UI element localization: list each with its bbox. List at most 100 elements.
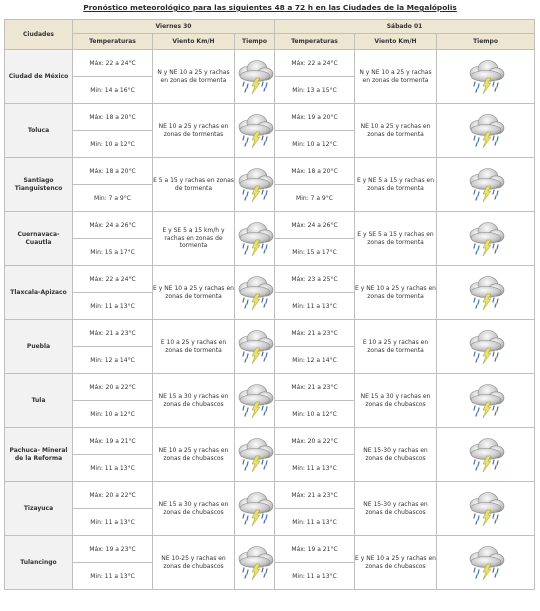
storm-cloud-icon: [466, 491, 506, 527]
min-temperature: Min: 11 a 13°C: [72, 454, 153, 482]
storm-cloud-icon: [235, 491, 275, 527]
table-row: Tlaxcala-Apizaco Máx: 22 a 24°C E y NE 10 …: [4, 265, 536, 320]
min-temperature: Min: 11 a 13°C: [274, 454, 355, 482]
storm-cloud-icon: [466, 167, 506, 203]
table-row: Min: 7 a 9°C Min: 7 a 9°C: [5, 184, 535, 212]
wind-forecast: E y SE 5 a 15 km/h y rachas en zonas de …: [152, 211, 235, 266]
wind-header: Viento Km/H: [354, 33, 437, 50]
temperatures-header: Temperaturas: [72, 33, 153, 50]
city-name: Ciudad de México: [4, 49, 73, 104]
weather-cell: [234, 481, 275, 536]
weather-header: Tiempo: [435, 33, 536, 50]
storm-cloud-icon: [466, 383, 506, 419]
table-row: Min: 11 a 13°C Min: 11 a 13°C: [5, 292, 535, 320]
weather-cell: [234, 319, 275, 374]
wind-forecast: E y NE 10 a 25 y rachas en zonas de torm…: [354, 265, 437, 320]
weather-cell: [234, 427, 275, 482]
min-temperature: Min: 11 a 13°C: [72, 508, 153, 536]
table-row: Pachuca- Mineral de la Reforma Máx: 19 a …: [4, 427, 536, 482]
city-name: Toluca: [4, 103, 73, 158]
day2-header: Sábado 01: [273, 19, 536, 34]
city-name: Cuernavaca-Cuautla: [4, 211, 73, 266]
wind-forecast: N y NE 10 a 25 y rachas en zonas de torm…: [354, 49, 437, 104]
city-name: Tlaxcala-Apizaco: [4, 265, 73, 320]
max-temperature: Máx: 21 a 23°C: [274, 319, 355, 347]
storm-cloud-icon: [466, 221, 506, 257]
weather-header: Tiempo: [234, 33, 275, 50]
weather-cell: [435, 319, 536, 374]
forecast-table: Ciudades Viernes 30 Sábado 01 Temperatur…: [4, 19, 536, 590]
min-temperature: Min: 11 a 13°C: [72, 562, 153, 590]
min-temperature: Min: 11 a 13°C: [274, 562, 355, 590]
page-title: Pronóstico meteorológico para las siguie…: [83, 3, 457, 12]
wind-forecast: NE 10 a 25 y rachas en zonas de tormenta: [354, 103, 437, 158]
storm-cloud-icon: [466, 59, 506, 95]
wind-forecast: NE 10-25 y rachas en zonas de chubascos: [152, 535, 235, 590]
day1-header: Viernes 30: [72, 19, 275, 34]
storm-cloud-icon: [235, 437, 275, 473]
city-name: Tulancingo: [4, 535, 73, 590]
max-temperature: Máx: 19 a 21°C: [72, 427, 153, 455]
wind-forecast: NE 15-30 y rachas en zonas de chubascos: [354, 427, 437, 482]
wind-forecast: E y NE 10 a 25 y rachas en zonas de chub…: [354, 535, 437, 590]
wind-header: Viento Km/H: [152, 33, 235, 50]
wind-forecast: NE 10 a 25 y rachas en zonas de tormenta…: [152, 103, 235, 158]
table-row: Min: 11 a 13°C Min: 11 a 13°C: [5, 508, 535, 536]
max-temperature: Máx: 21 a 23°C: [274, 481, 355, 509]
min-temperature: Min: 11 a 13°C: [274, 508, 355, 536]
max-temperature: Máx: 21 a 23°C: [72, 319, 153, 347]
max-temperature: Máx: 22 a 24°C: [72, 49, 153, 77]
min-temperature: Min: 7 a 9°C: [72, 184, 153, 212]
max-temperature: Máx: 22 a 24°C: [274, 49, 355, 77]
max-temperature: Máx: 23 a 25°C: [274, 265, 355, 293]
max-temperature: Máx: 24 a 26°C: [274, 211, 355, 239]
max-temperature: Máx: 24 a 26°C: [72, 211, 153, 239]
wind-forecast: N y NE 10 a 25 y rachas en zonas de torm…: [152, 49, 235, 104]
max-temperature: Máx: 20 a 22°C: [72, 481, 153, 509]
min-temperature: Min: 7 a 9°C: [274, 184, 355, 212]
weather-cell: [234, 535, 275, 590]
min-temperature: Min: 12 a 14°C: [274, 346, 355, 374]
max-temperature: Máx: 20 a 22°C: [274, 427, 355, 455]
max-temperature: Máx: 18 a 20°C: [72, 103, 153, 131]
table-row: Tizayuca Máx: 20 a 22°C NE 15 a 30 y racha…: [4, 481, 536, 536]
max-temperature: Máx: 18 a 20°C: [274, 157, 355, 185]
city-name: Puebla: [4, 319, 73, 374]
storm-cloud-icon: [466, 545, 506, 581]
storm-cloud-icon: [235, 383, 275, 419]
storm-cloud-icon: [235, 59, 275, 95]
storm-cloud-icon: [235, 113, 275, 149]
min-temperature: Min: 10 a 12°C: [72, 130, 153, 158]
min-temperature: Min: 14 a 16°C: [72, 76, 153, 104]
wind-forecast: E 10 a 25 y rachas en zonas de tormenta: [354, 319, 437, 374]
storm-cloud-icon: [466, 329, 506, 365]
weather-cell: [234, 157, 275, 212]
min-temperature: Min: 10 a 12°C: [274, 400, 355, 428]
table-row: Cuernavaca-Cuautla Máx: 24 a 26°C E y SE 5…: [4, 211, 536, 266]
table-row: Tula Máx: 20 a 22°C NE 15 a 30 y rachas en…: [4, 373, 536, 428]
table-row: Min: 12 a 14°C Min: 12 a 14°C: [5, 346, 535, 374]
table-row: Min: 11 a 13°C Min: 11 a 13°C: [5, 454, 535, 482]
storm-cloud-icon: [235, 275, 275, 311]
min-temperature: Min: 12 a 14°C: [72, 346, 153, 374]
wind-forecast: NE 15 a 30 y rachas en zonas de chubasco…: [152, 481, 235, 536]
wind-forecast: E y NE 10 a 25 y rachas en zonas de torm…: [152, 265, 235, 320]
weather-cell: [435, 427, 536, 482]
min-temperature: Min: 13 a 15°C: [274, 76, 355, 104]
table-row: Ciudad de México Máx: 22 a 24°C N y NE 10 …: [4, 49, 536, 104]
weather-cell: [234, 265, 275, 320]
weather-cell: [435, 211, 536, 266]
max-temperature: Máx: 21 a 23°C: [274, 373, 355, 401]
storm-cloud-icon: [235, 329, 275, 365]
wind-forecast: NE 10 a 25 y rachas en zonas de chubasco…: [152, 427, 235, 482]
storm-cloud-icon: [235, 167, 275, 203]
storm-cloud-icon: [235, 545, 275, 581]
weather-cell: [435, 157, 536, 212]
min-temperature: Min: 15 a 17°C: [274, 238, 355, 266]
weather-cell: [435, 373, 536, 428]
storm-cloud-icon: [466, 113, 506, 149]
min-temperature: Min: 10 a 12°C: [274, 130, 355, 158]
table-row: Puebla Máx: 21 a 23°C E 10 a 25 y rachas e…: [4, 319, 536, 374]
table-row: Min: 11 a 13°C Min: 11 a 13°C: [5, 562, 535, 590]
max-temperature: Máx: 22 a 24°C: [72, 265, 153, 293]
